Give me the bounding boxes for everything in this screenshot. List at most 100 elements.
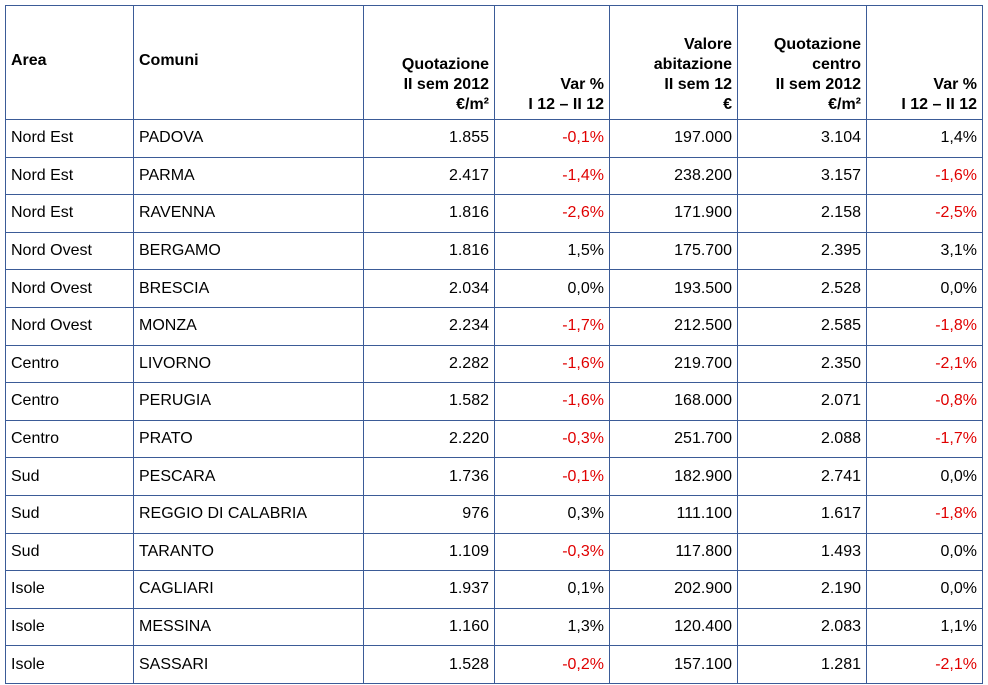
table-row: Isole SASSARI 1.528 -0,2% 157.100 1.281 -2,1% (5, 645, 983, 684)
table-row: Nord Est RAVENNA 1.816 -2,6% 171.900 2.158 -2,… (5, 194, 983, 233)
value-cell: 1.582 (363, 382, 495, 421)
city-cell: PADOVA (133, 119, 364, 158)
header-row: Area Comuni Quotazione II sem 2012 €/m² Var %… (5, 5, 983, 120)
header-cell: Valore abitazione II sem 12 € (609, 5, 738, 120)
value-cell: 193.500 (609, 269, 738, 308)
area-cell: Nord Ovest (5, 231, 134, 271)
city-cell: REGGIO DI CALABRIA (133, 494, 364, 534)
header-line: II sem 2012 (775, 76, 861, 93)
header-line: II sem 2012 (403, 76, 489, 93)
value-cell: 1.937 (363, 570, 495, 609)
value-cell: 2.282 (363, 344, 495, 384)
value-cell: 2.234 (363, 306, 495, 346)
value-cell: 2.083 (737, 607, 867, 647)
value-cell: 1,1% (866, 607, 983, 647)
value-cell: 2.528 (737, 269, 867, 308)
area-cell: Nord Est (5, 119, 134, 158)
city-cell: TARANTO (133, 532, 364, 572)
value-cell: 1.493 (737, 532, 867, 572)
header-cell: Quotazione centro II sem 2012 €/m² (737, 5, 867, 120)
header-cell: Comuni (133, 5, 364, 120)
table-row: Sud TARANTO 1.109 -0,3% 117.800 1.493 0,0% (5, 532, 983, 572)
header-line: centro (812, 56, 861, 73)
value-cell: 0,1% (494, 570, 610, 609)
value-cell: 0,3% (494, 494, 610, 534)
value-cell: -0,2% (494, 645, 610, 684)
value-cell: -1,7% (494, 306, 610, 346)
header-line: Valore (683, 36, 732, 53)
value-cell: 2.395 (737, 231, 867, 271)
value-cell: -0,3% (494, 419, 610, 459)
value-cell: 2.417 (363, 156, 495, 196)
city-cell: MESSINA (133, 607, 364, 647)
header-line: I 12 – II 12 (528, 96, 604, 113)
value-cell: 1.160 (363, 607, 495, 647)
city-cell: PESCARA (133, 457, 364, 496)
value-cell: 212.500 (609, 306, 738, 346)
value-cell: 0,0% (866, 532, 983, 572)
price-table: Area Comuni Quotazione II sem 2012 €/m² Var %… (5, 5, 983, 684)
table-row: Centro PRATO 2.220 -0,3% 251.700 2.088 -1,7% (5, 419, 983, 459)
city-cell: LIVORNO (133, 344, 364, 384)
area-cell: Centro (5, 382, 134, 421)
city-cell: SASSARI (133, 645, 364, 684)
header-line: €/m² (456, 96, 489, 113)
city-cell: CAGLIARI (133, 570, 364, 609)
table-row: Nord Est PADOVA 1.855 -0,1% 197.000 3.104 1,4% (5, 119, 983, 158)
area-cell: Nord Ovest (5, 269, 134, 308)
value-cell: 175.700 (609, 231, 738, 271)
value-cell: 1.816 (363, 194, 495, 233)
value-cell: -0,1% (494, 119, 610, 158)
value-cell: 1.855 (363, 119, 495, 158)
area-cell: Isole (5, 645, 134, 684)
city-cell: BRESCIA (133, 269, 364, 308)
area-cell: Centro (5, 419, 134, 459)
city-cell: PRATO (133, 419, 364, 459)
value-cell: 1.617 (737, 494, 867, 534)
value-cell: 2.220 (363, 419, 495, 459)
header-line: Var % (560, 76, 604, 93)
table-row: Centro PERUGIA 1.582 -1,6% 168.000 2.071 -0,8% (5, 382, 983, 421)
value-cell: 0,0% (494, 269, 610, 308)
value-cell: -1,6% (494, 344, 610, 384)
value-cell: 0,0% (866, 570, 983, 609)
value-cell: -1,7% (866, 419, 983, 459)
value-cell: 3,1% (866, 231, 983, 271)
value-cell: 168.000 (609, 382, 738, 421)
value-cell: 219.700 (609, 344, 738, 384)
value-cell: -0,1% (494, 457, 610, 496)
value-cell: 976 (363, 494, 495, 534)
header-line: €/m² (828, 96, 861, 113)
value-cell: 1.816 (363, 231, 495, 271)
value-cell: 2.350 (737, 344, 867, 384)
value-cell: 2.158 (737, 194, 867, 233)
header-line: II sem 12 (664, 76, 732, 93)
header-line: Comuni (139, 51, 199, 69)
table-row: Nord Ovest BERGAMO 1.816 1,5% 175.700 2.395 3,… (5, 231, 983, 271)
value-cell: 3.104 (737, 119, 867, 158)
header-cell: Var % I 12 – II 12 (866, 5, 983, 120)
table-row: Nord Est PARMA 2.417 -1,4% 238.200 3.157 -1,6% (5, 156, 983, 196)
value-cell: 1.528 (363, 645, 495, 684)
value-cell: 2.088 (737, 419, 867, 459)
table-row: Sud PESCARA 1.736 -0,1% 182.900 2.741 0,0% (5, 457, 983, 496)
value-cell: 202.900 (609, 570, 738, 609)
value-cell: 120.400 (609, 607, 738, 647)
city-cell: RAVENNA (133, 194, 364, 233)
table-row: Isole CAGLIARI 1.937 0,1% 202.900 2.190 0,0% (5, 570, 983, 609)
header-line: I 12 – II 12 (901, 96, 977, 113)
header-line: Quotazione (773, 36, 861, 53)
area-cell: Nord Ovest (5, 306, 134, 346)
value-cell: -2,5% (866, 194, 983, 233)
header-line: abitazione (653, 56, 732, 73)
value-cell: 182.900 (609, 457, 738, 496)
value-cell: 157.100 (609, 645, 738, 684)
area-cell: Sud (5, 457, 134, 496)
table-row: Nord Ovest MONZA 2.234 -1,7% 212.500 2.585 -1,… (5, 306, 983, 346)
table-row: Nord Ovest BRESCIA 2.034 0,0% 193.500 2.528 0,… (5, 269, 983, 308)
value-cell: 0,0% (866, 269, 983, 308)
value-cell: -1,6% (494, 382, 610, 421)
city-cell: PARMA (133, 156, 364, 196)
value-cell: 0,0% (866, 457, 983, 496)
